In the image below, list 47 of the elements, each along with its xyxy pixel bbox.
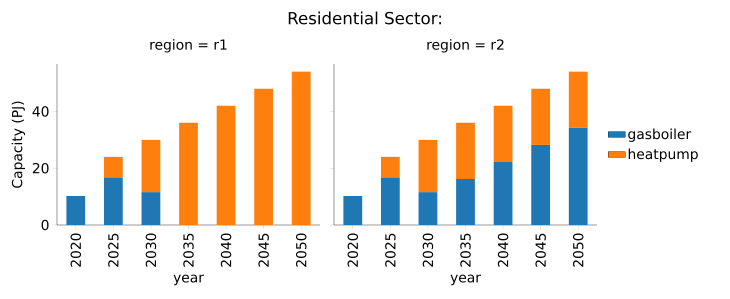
bar: [216, 106, 236, 225]
bar: [380, 178, 400, 225]
x-tick-label: 2050: [296, 233, 306, 267]
bar: [142, 140, 160, 192]
legend-label: heatpump: [628, 148, 698, 162]
x-tick-label: 2040: [220, 233, 232, 267]
y-tick-label: 20: [32, 162, 49, 174]
x-tick-label: 2025: [108, 234, 119, 267]
x-tick-label: 2030: [422, 233, 434, 267]
y-axis-title: Capacity (PJ): [12, 102, 26, 188]
bar: [292, 72, 311, 225]
bar: [343, 196, 362, 225]
x-tick-label: 2045: [258, 234, 269, 267]
bar: [456, 122, 475, 179]
bar: [531, 88, 550, 145]
bar: [568, 72, 588, 128]
x-tick-label: 2030: [146, 233, 156, 267]
x-tick-label: 2035: [460, 234, 471, 267]
bar: [418, 140, 438, 192]
bar: [142, 192, 160, 225]
x-axis-title: year: [173, 274, 204, 286]
bar: [418, 192, 438, 225]
x-tick-label: 2020: [70, 233, 82, 267]
x-tick-label: 2025: [385, 234, 396, 267]
x-tick-label: 2035: [183, 234, 194, 267]
x-tick-label: 2050: [572, 233, 584, 267]
x-tick-label: 2045: [535, 234, 546, 267]
x-axis-title: year: [450, 274, 481, 286]
bar: [456, 179, 475, 225]
bar: [104, 156, 123, 178]
bar: [179, 122, 198, 225]
y-tick-label: 0: [42, 220, 49, 230]
chart-title: region = r2: [427, 39, 504, 52]
bar: [104, 178, 123, 225]
bar: [254, 88, 274, 225]
bar: [66, 196, 86, 225]
bar: [494, 106, 512, 162]
text: Residential Sector:: [288, 12, 441, 24]
x-tick-label: 2020: [348, 233, 358, 267]
bar: [531, 144, 550, 225]
bar: [494, 162, 512, 225]
bar: [380, 156, 400, 178]
x-tick-label: 2040: [498, 233, 508, 267]
legend-label: gasboiler: [628, 128, 692, 142]
chart-title: region = r1: [150, 39, 227, 52]
bar: [568, 128, 588, 225]
y-tick-label: 40: [32, 106, 49, 117]
